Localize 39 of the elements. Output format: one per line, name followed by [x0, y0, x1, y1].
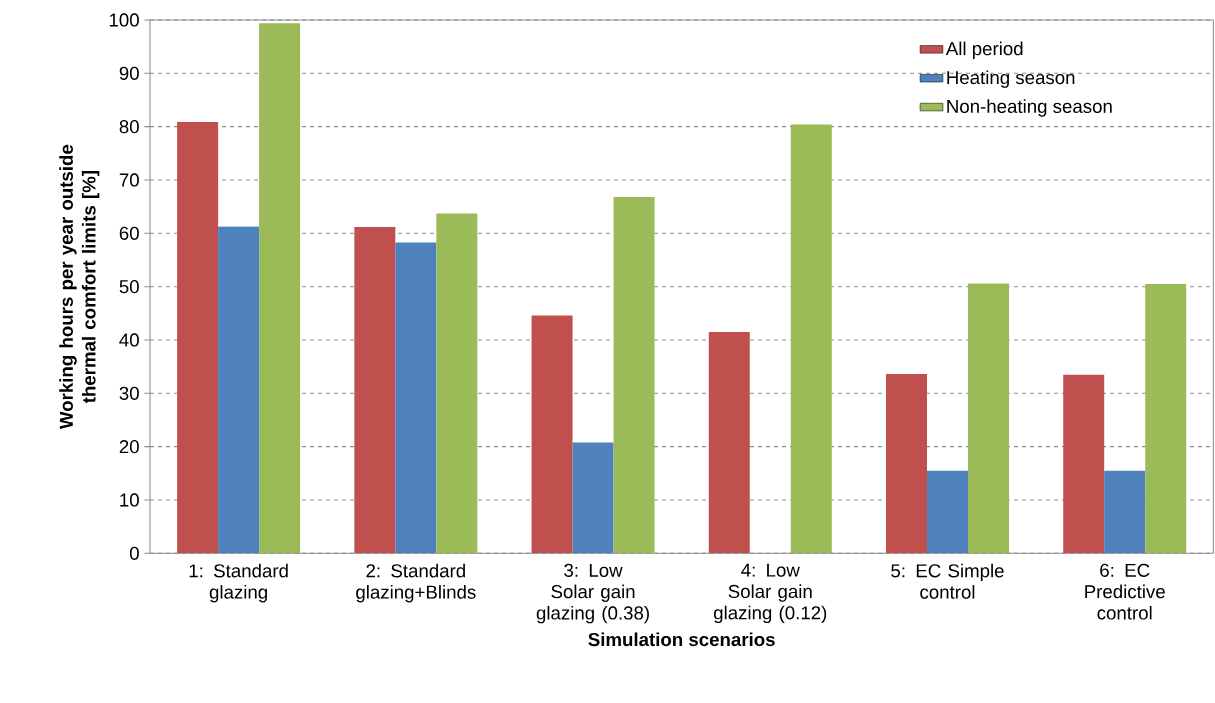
x-tick-label: 5: EC Simple control [891, 563, 1004, 599]
y-tick-label: 0 [129, 546, 139, 560]
y-tick-label: 30 [119, 386, 139, 400]
bar [436, 213, 478, 554]
bar [531, 315, 573, 554]
y-tick-label: 60 [119, 226, 139, 240]
y-axis-title: Working hours per year outside thermal comfort limits [%] [59, 144, 100, 430]
bar [968, 283, 1009, 554]
x-tick-label: 1: Standard glazing [189, 563, 288, 603]
bar [790, 124, 832, 554]
y-tick-label: 100 [109, 13, 139, 27]
y-tick-label: 20 [119, 440, 139, 454]
x-axis-title: Simulation scenarios [588, 632, 775, 647]
bar [1104, 470, 1146, 554]
bar [613, 197, 655, 554]
x-tick-label: 3: Low Solar gain glazing (0.38) [536, 563, 649, 624]
bar [927, 470, 968, 554]
y-tick-label: 40 [119, 333, 139, 347]
y-tick-label: 70 [119, 173, 139, 187]
legend-label: All period [945, 41, 1023, 59]
bar [395, 242, 437, 554]
y-tick-label: 50 [119, 280, 139, 294]
bar [354, 226, 396, 554]
bar [259, 23, 301, 554]
bar [572, 442, 614, 554]
bar [1145, 283, 1187, 554]
bar [177, 121, 219, 554]
y-tick-label: 90 [119, 66, 139, 80]
legend-label: Heating season [947, 70, 1075, 88]
x-tick-label: 4: Low Solar gain glazing (0.12) [713, 563, 827, 624]
x-tick-label: 2: Standard glazing+Blinds [356, 563, 476, 603]
y-tick-label: 10 [120, 493, 139, 507]
bar [886, 374, 927, 554]
y-tick-label: 80 [119, 120, 139, 134]
bar [708, 331, 750, 554]
x-tick-label: 6: EC Predictive control [1085, 563, 1165, 620]
bar [218, 226, 260, 554]
legend-label: Non-heating season [947, 99, 1112, 117]
bar [1063, 374, 1105, 554]
